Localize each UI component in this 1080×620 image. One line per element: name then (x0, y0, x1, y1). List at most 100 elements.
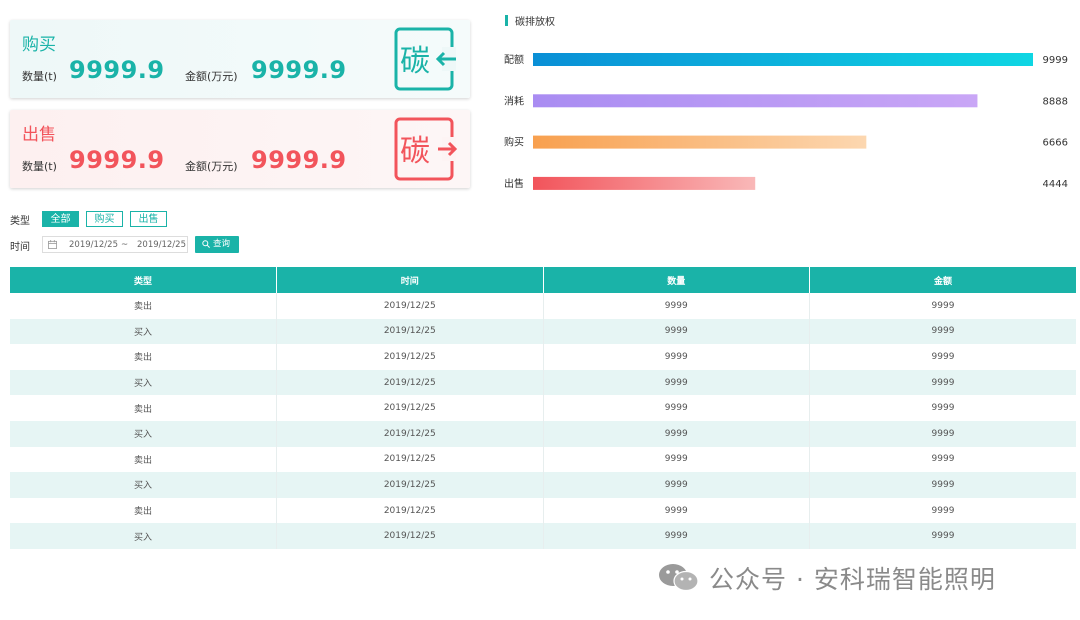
cell-time: 2019/12/25 (276, 497, 544, 524)
cell-type: 买入 (10, 420, 277, 447)
bar (533, 94, 978, 108)
buy-amount-value: 9999.9 (251, 56, 347, 84)
query-button[interactable]: 查询 (195, 236, 239, 253)
bar-value-label: 6666 (1043, 138, 1068, 149)
wechat-icon (659, 564, 699, 592)
table-row: 卖出 2019/12/25 9999 9999 (10, 293, 1076, 319)
cell-quantity: 9999 (543, 369, 810, 396)
calendar-icon (48, 240, 57, 249)
cell-type: 买入 (10, 472, 277, 498)
buy-card-title: 购买 (22, 35, 56, 55)
cell-amount: 9999 (809, 420, 1076, 447)
cell-amount: 9999 (809, 293, 1076, 319)
cell-quantity: 9999 (543, 395, 810, 421)
table-row: 卖出 2019/12/25 9999 9999 (10, 497, 1076, 524)
cell-time: 2019/12/25 (276, 446, 544, 473)
sell-amount-value: 9999.9 (251, 146, 347, 174)
type-filter-label: 类型 (10, 216, 30, 227)
cell-type: 买入 (10, 369, 277, 396)
bar-category-label: 购买 (504, 136, 524, 149)
cell-time: 2019/12/25 (276, 395, 544, 421)
time-filter-label: 时间 (10, 242, 30, 253)
buy-badge-char: 碳 (400, 44, 430, 79)
cell-amount: 9999 (809, 369, 1076, 396)
cell-amount: 9999 (809, 344, 1076, 370)
table-row: 买入 2019/12/25 9999 9999 (10, 420, 1076, 447)
sell-qty-label: 数量(t) (22, 160, 57, 173)
table-row: 买入 2019/12/25 9999 9999 (10, 369, 1076, 396)
table-row: 买入 2019/12/25 9999 9999 (10, 318, 1076, 345)
cell-amount: 9999 (809, 446, 1076, 473)
cell-time: 2019/12/25 (276, 293, 544, 319)
cell-type: 卖出 (10, 344, 277, 370)
chart-title: 碳排放权 (515, 17, 555, 28)
cell-amount: 9999 (809, 472, 1076, 498)
carbon-buy-icon: 碳 (394, 27, 456, 91)
filter-sell-button[interactable]: 出售 (130, 211, 167, 227)
bar-category-label: 消耗 (504, 94, 524, 107)
cell-quantity: 9999 (543, 420, 810, 447)
bar (533, 135, 867, 149)
cell-time: 2019/12/25 (276, 318, 544, 345)
date-separator: ~ (121, 240, 129, 250)
table-row: 卖出 2019/12/25 9999 9999 (10, 344, 1076, 370)
bar-value-label: 8888 (1043, 96, 1068, 107)
cell-quantity: 9999 (543, 318, 810, 345)
cell-type: 买入 (10, 523, 277, 549)
cell-time: 2019/12/25 (276, 472, 544, 498)
cell-type: 卖出 (10, 293, 277, 319)
chart-title-marker (505, 15, 508, 26)
transactions-table: 类型 时间 数量 金额 卖出 2019/12/25 9999 9999 买入 2019/1… (10, 267, 1076, 549)
table-header-row: 类型 时间 数量 金额 (10, 267, 1076, 293)
date-start-input[interactable]: 2019/12/25 (69, 240, 118, 250)
cell-quantity: 9999 (543, 293, 810, 319)
cell-time: 2019/12/25 (276, 523, 544, 549)
cell-type: 卖出 (10, 395, 277, 421)
carbon-sell-icon: 碳 (394, 117, 458, 181)
buy-qty-value: 9999.9 (69, 56, 165, 84)
sell-card-title: 出售 (22, 125, 56, 145)
cell-quantity: 9999 (543, 472, 810, 498)
sell-amount-label: 金额(万元) (185, 160, 238, 173)
cell-amount: 9999 (809, 523, 1076, 549)
column-header-time: 时间 (276, 267, 544, 293)
cell-type: 卖出 (10, 446, 277, 473)
carbon-bar-chart: 配额 9999 消耗 8888 购买 6666 出售 4444 (504, 53, 1068, 190)
column-header-quantity: 数量 (543, 267, 810, 293)
sell-badge-char: 碳 (400, 134, 430, 169)
sell-summary-card: 出售 数量(t) 9999.9 金额(万元) 9999.9 碳 (10, 110, 470, 188)
date-end-input[interactable]: 2019/12/25 (137, 240, 186, 250)
search-icon (202, 240, 210, 248)
date-range-picker[interactable]: 2019/12/25 ~ 2019/12/25 (42, 236, 188, 253)
cell-quantity: 9999 (543, 497, 810, 524)
cell-type: 卖出 (10, 497, 277, 524)
cell-type: 买入 (10, 318, 277, 345)
cell-time: 2019/12/25 (276, 344, 544, 370)
sell-qty-value: 9999.9 (69, 146, 165, 174)
bar-category-label: 配额 (504, 53, 524, 66)
cell-time: 2019/12/25 (276, 369, 544, 396)
table-row: 买入 2019/12/25 9999 9999 (10, 523, 1076, 549)
watermark-text: 公众号 · 安科瑞智能照明 (709, 565, 996, 594)
column-header-amount: 金额 (809, 267, 1076, 293)
cell-quantity: 9999 (543, 523, 810, 549)
cell-amount: 9999 (809, 497, 1076, 524)
column-header-type: 类型 (10, 267, 277, 293)
filter-buy-button[interactable]: 购买 (86, 211, 123, 227)
bar-category-label: 出售 (504, 177, 524, 190)
table-row: 卖出 2019/12/25 9999 9999 (10, 446, 1076, 473)
query-button-label: 查询 (213, 239, 231, 249)
table-row: 买入 2019/12/25 9999 9999 (10, 472, 1076, 498)
cell-amount: 9999 (809, 318, 1076, 345)
filter-all-button[interactable]: 全部 (42, 211, 79, 227)
cell-amount: 9999 (809, 395, 1076, 421)
cell-quantity: 9999 (543, 446, 810, 473)
bar-value-label: 4444 (1043, 179, 1068, 190)
table-row: 卖出 2019/12/25 9999 9999 (10, 395, 1076, 421)
bar (533, 53, 1033, 66)
bar-value-label: 9999 (1043, 55, 1068, 66)
cell-time: 2019/12/25 (276, 420, 544, 447)
cell-quantity: 9999 (543, 344, 810, 370)
buy-amount-label: 金额(万元) (185, 70, 238, 83)
buy-summary-card: 购买 数量(t) 9999.9 金额(万元) 9999.9 碳 (10, 20, 470, 98)
